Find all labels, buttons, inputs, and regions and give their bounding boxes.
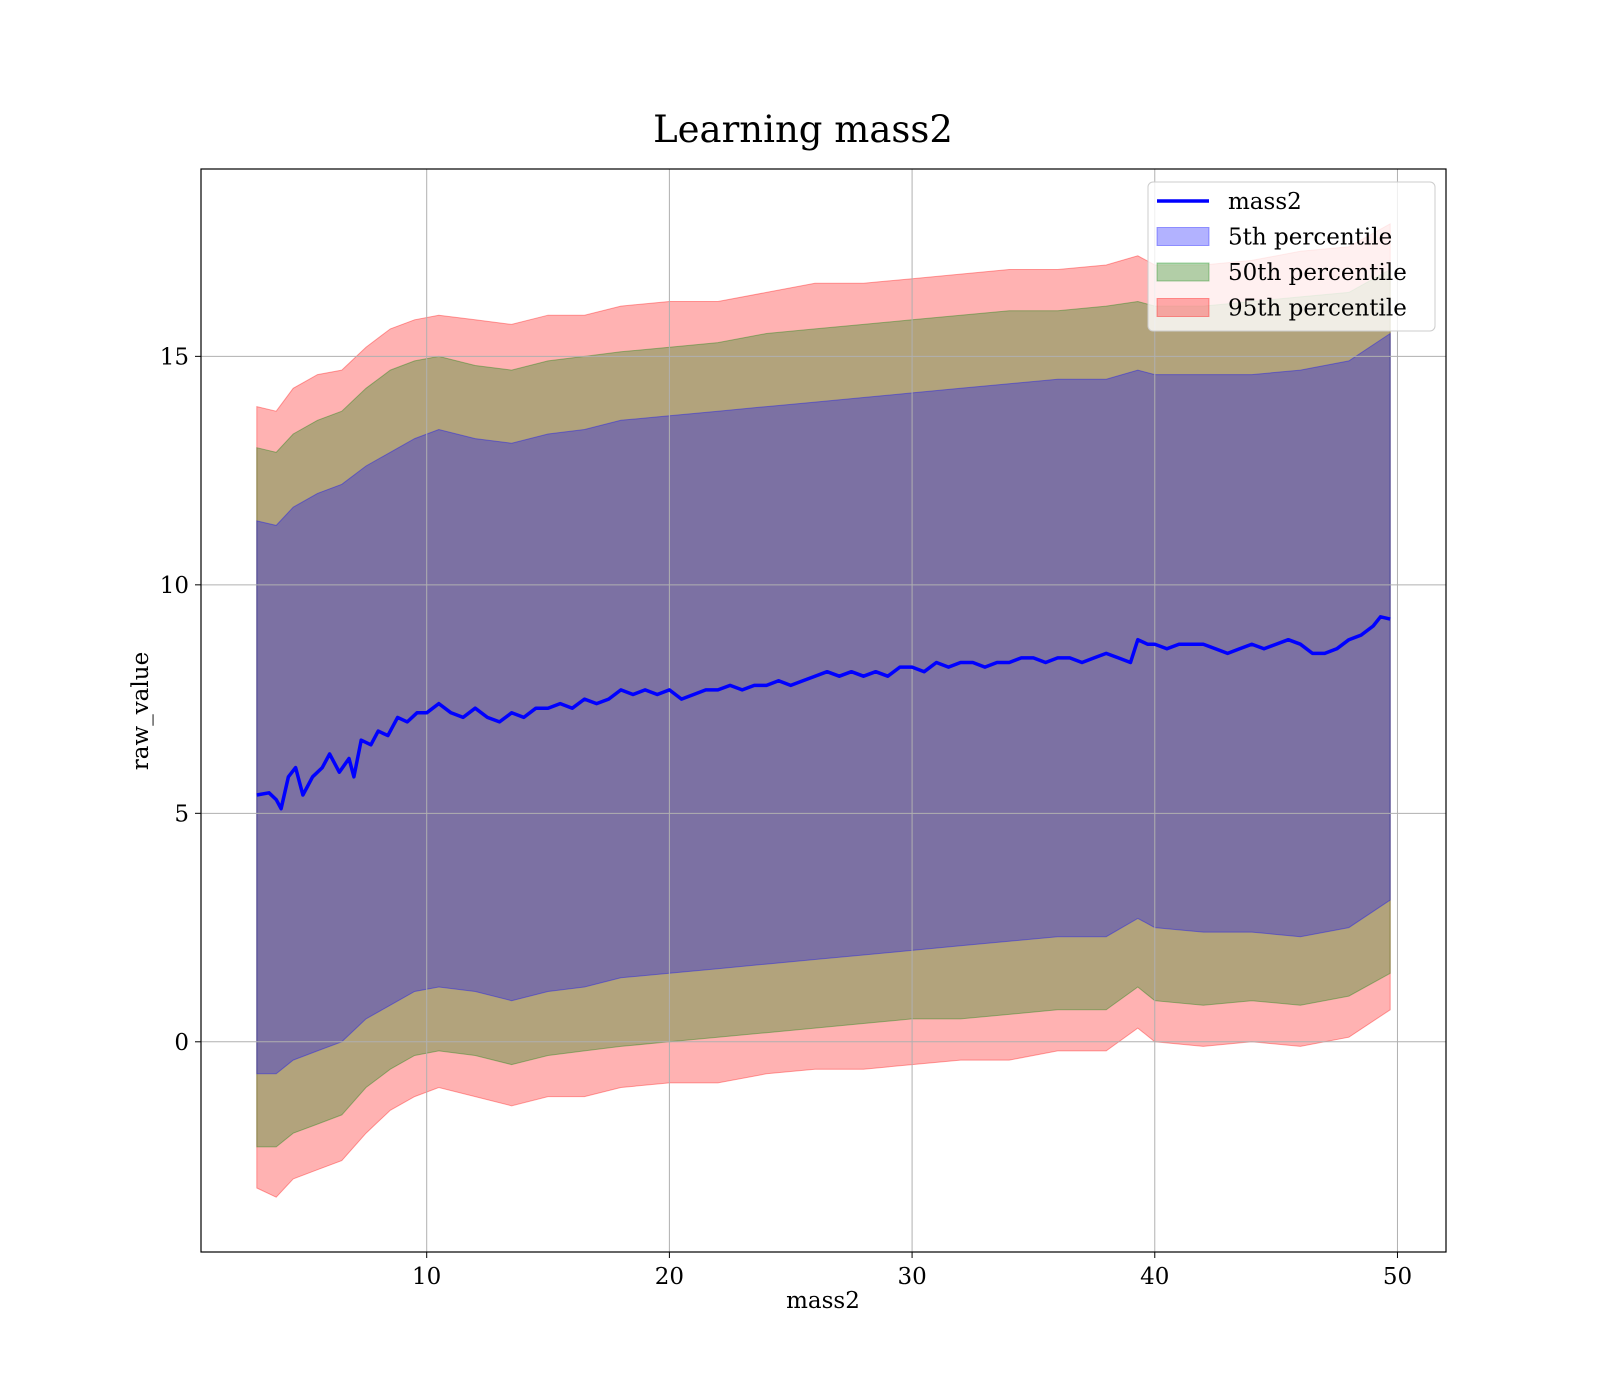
x-tick-label-40: 40 — [1140, 1264, 1169, 1290]
percentile-bands — [256, 222, 1391, 1198]
x-axis-label: mass2 — [786, 1288, 860, 1314]
legend-box — [1147, 181, 1436, 332]
band-95th-percentile — [256, 222, 1391, 1198]
y-tick-label-10: 10 — [160, 573, 189, 599]
x-tick-label-10: 10 — [412, 1264, 441, 1290]
grid — [201, 169, 1446, 1252]
mean-line-layer — [256, 615, 1391, 811]
y-tick-label-5: 5 — [174, 801, 189, 827]
band-50th-percentile — [256, 268, 1391, 1148]
legend-label-mass2: mass2 — [1228, 189, 1302, 215]
legend: mass2 5th percentile 50th percentile 95th p… — [1147, 181, 1436, 332]
x-tick-label-30: 30 — [897, 1264, 926, 1290]
plot-area — [200, 168, 1447, 1253]
chart-title: Learning mass2 — [653, 108, 953, 151]
y-axis-ticks: 0 5 10 15 — [160, 344, 201, 1056]
series-line-mass2 — [256, 615, 1391, 811]
legend-swatch-95th-percentile — [1156, 298, 1210, 317]
y-axis-label: raw_value — [128, 652, 154, 770]
legend-swatch-50th-percentile — [1156, 262, 1210, 282]
plot-frame — [200, 168, 1447, 1253]
x-tick-label-50: 50 — [1383, 1264, 1412, 1290]
x-axis-ticks: 10 20 30 40 50 — [412, 1252, 1412, 1290]
legend-swatch-5th-percentile — [1156, 227, 1210, 246]
band-5th-percentile — [256, 332, 1391, 1075]
y-tick-label-15: 15 — [160, 344, 189, 370]
legend-label-5th-percentile: 5th percentile — [1228, 225, 1392, 251]
y-tick-label-0: 0 — [174, 1030, 189, 1056]
x-tick-label-20: 20 — [655, 1264, 684, 1290]
legend-label-50th-percentile: 50th percentile — [1228, 260, 1407, 286]
legend-label-95th-percentile: 95th percentile — [1228, 296, 1407, 322]
